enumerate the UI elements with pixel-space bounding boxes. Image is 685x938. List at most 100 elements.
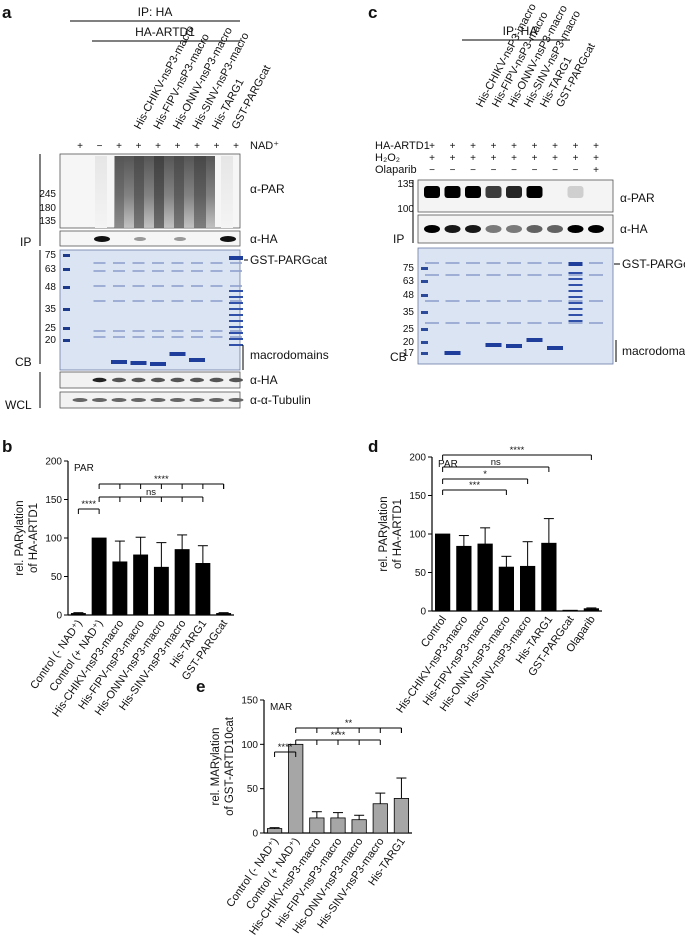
y-tick-label: 50 (415, 568, 427, 579)
label-tubulin: α-α-Tubulin (250, 393, 311, 407)
treatment-sign: + (429, 141, 435, 152)
treatment-sign: + (491, 153, 497, 164)
treatment-rows-c: HA-ARTD1 + + + + + + + + +H₂O₂ + + + + + + + + +Olaparib − −… (375, 140, 599, 176)
sig-label: **** (154, 474, 169, 485)
panel-letter-a: a (2, 3, 12, 22)
label-alpha-ha-wcl: α-HA (250, 373, 278, 387)
mw-par-a: 245 180 135 (39, 189, 56, 227)
y-tick-label: 100 (45, 534, 62, 545)
lane-labels-a: His-CHIKV-nsP3-macroHis-FIPV-nsP3-macroH… (132, 24, 273, 132)
treatment-sign: + (573, 153, 579, 164)
sig-label: **** (510, 445, 525, 456)
bar (266, 828, 283, 834)
treatment-sign: − (511, 165, 517, 176)
y-tick-label: 0 (56, 611, 62, 622)
treatment-label: H₂O₂ (375, 152, 400, 164)
label-alpha-ha-a: α-HA (250, 232, 278, 246)
treatment-sign: + (470, 141, 476, 152)
label-macro-c: macrodomains (622, 344, 685, 358)
treatment-sign: + (450, 141, 456, 152)
bar (153, 566, 169, 616)
treatment-sign: + (511, 141, 517, 152)
bar (393, 798, 410, 834)
bar (216, 613, 232, 616)
lane-labels-c: His-CHIKV-nsP3-macroHis-FIPV-nsP3-macroH… (474, 2, 598, 110)
bar (434, 533, 451, 612)
y-tick-label: 0 (420, 607, 426, 618)
treatment-sign: + (491, 141, 497, 152)
sig-label: ** (345, 718, 353, 729)
treatment-sign: − (450, 165, 456, 176)
treatment-sign: + (552, 153, 558, 164)
treatment-sign: + (593, 141, 599, 152)
nad-sign: + (77, 141, 83, 152)
nad-sign: + (233, 141, 239, 152)
bar (351, 819, 367, 834)
sig-label: *** (469, 480, 480, 491)
nad-sign: + (155, 141, 161, 152)
chart-d: 0 50 100 150 200 rel. PARylation of HA-ARTD1 PA… (378, 445, 602, 715)
nad-sign: + (175, 141, 181, 152)
sig-label: **** (331, 730, 346, 741)
bar (70, 613, 86, 616)
coomassie-gel-a (59, 249, 241, 371)
mw-marker: 75 (45, 250, 57, 261)
bar (112, 561, 128, 616)
bar (498, 566, 514, 612)
bar (562, 609, 578, 612)
mw-marker: 135 (39, 216, 56, 227)
bar (583, 608, 600, 612)
y-tick-label: 50 (51, 572, 63, 583)
y-tick-label: 150 (409, 491, 426, 502)
treatment-sign: + (450, 153, 456, 164)
sig-label: ns (491, 457, 501, 468)
panel-c: c IP: HA His-CHIKV-nsP3-macroHis-FIPV-ns… (368, 2, 685, 365)
bar (195, 563, 211, 616)
panel-letter-d: d (368, 437, 378, 456)
mw-marker: 180 (39, 203, 56, 214)
construct-label-a: HA-ARTD1 (135, 25, 195, 39)
y-tick-label: 200 (45, 457, 62, 468)
panel-letter-c: c (368, 3, 377, 22)
nad-sign: − (97, 141, 103, 152)
chart-e: 0 50 100 150 rel. MARylation of GST-ARTD10cat… (210, 696, 412, 937)
panel-a: a IP: HA HA-ARTD1 His-CHIKV-nsP3-macroHi… (2, 3, 329, 412)
mw-marker: 20 (403, 337, 415, 348)
panel-letter-b: b (2, 437, 12, 456)
mw-marker: 48 (403, 290, 415, 301)
y-tick-label: 50 (247, 784, 259, 795)
treatment-sign: + (552, 141, 558, 152)
sig-label: * (483, 469, 487, 480)
treatment-sign: + (532, 153, 538, 164)
bar (330, 817, 346, 834)
treatment-sign: − (470, 165, 476, 176)
ip-label-c: IP: HA (503, 24, 538, 38)
label-macro-a: macrodomains (250, 348, 329, 362)
nad-sign: + (116, 141, 122, 152)
inner-label: PAR (438, 459, 458, 470)
label-alpha-ha-c: α-HA (620, 222, 648, 236)
mw-marker: 75 (403, 263, 415, 274)
y-tick-label: 100 (409, 530, 426, 541)
y-tick-label: 150 (241, 696, 258, 707)
treatment-sign: + (593, 153, 599, 164)
treatment-label: HA-ARTD1 (375, 140, 430, 152)
treatment-sign: + (429, 153, 435, 164)
nad-sign: + (214, 141, 220, 152)
mw-par-c: 135 100 (397, 179, 414, 215)
label-gst-a: GST-PARGcat (250, 253, 328, 267)
mw-marker: 48 (45, 282, 57, 293)
treatment-sign: − (429, 165, 435, 176)
inner-label: MAR (270, 702, 292, 713)
ip-label-a: IP: HA (138, 5, 173, 19)
treatment-sign: + (532, 141, 538, 152)
side-label-ip-c: IP (393, 232, 404, 246)
treatment-sign: + (470, 153, 476, 164)
bar (288, 743, 304, 834)
mw-marker: 135 (397, 179, 414, 190)
mw-marker: 35 (403, 307, 415, 318)
y-axis-label: rel. PARylation of HA-ARTD1 (378, 496, 404, 571)
